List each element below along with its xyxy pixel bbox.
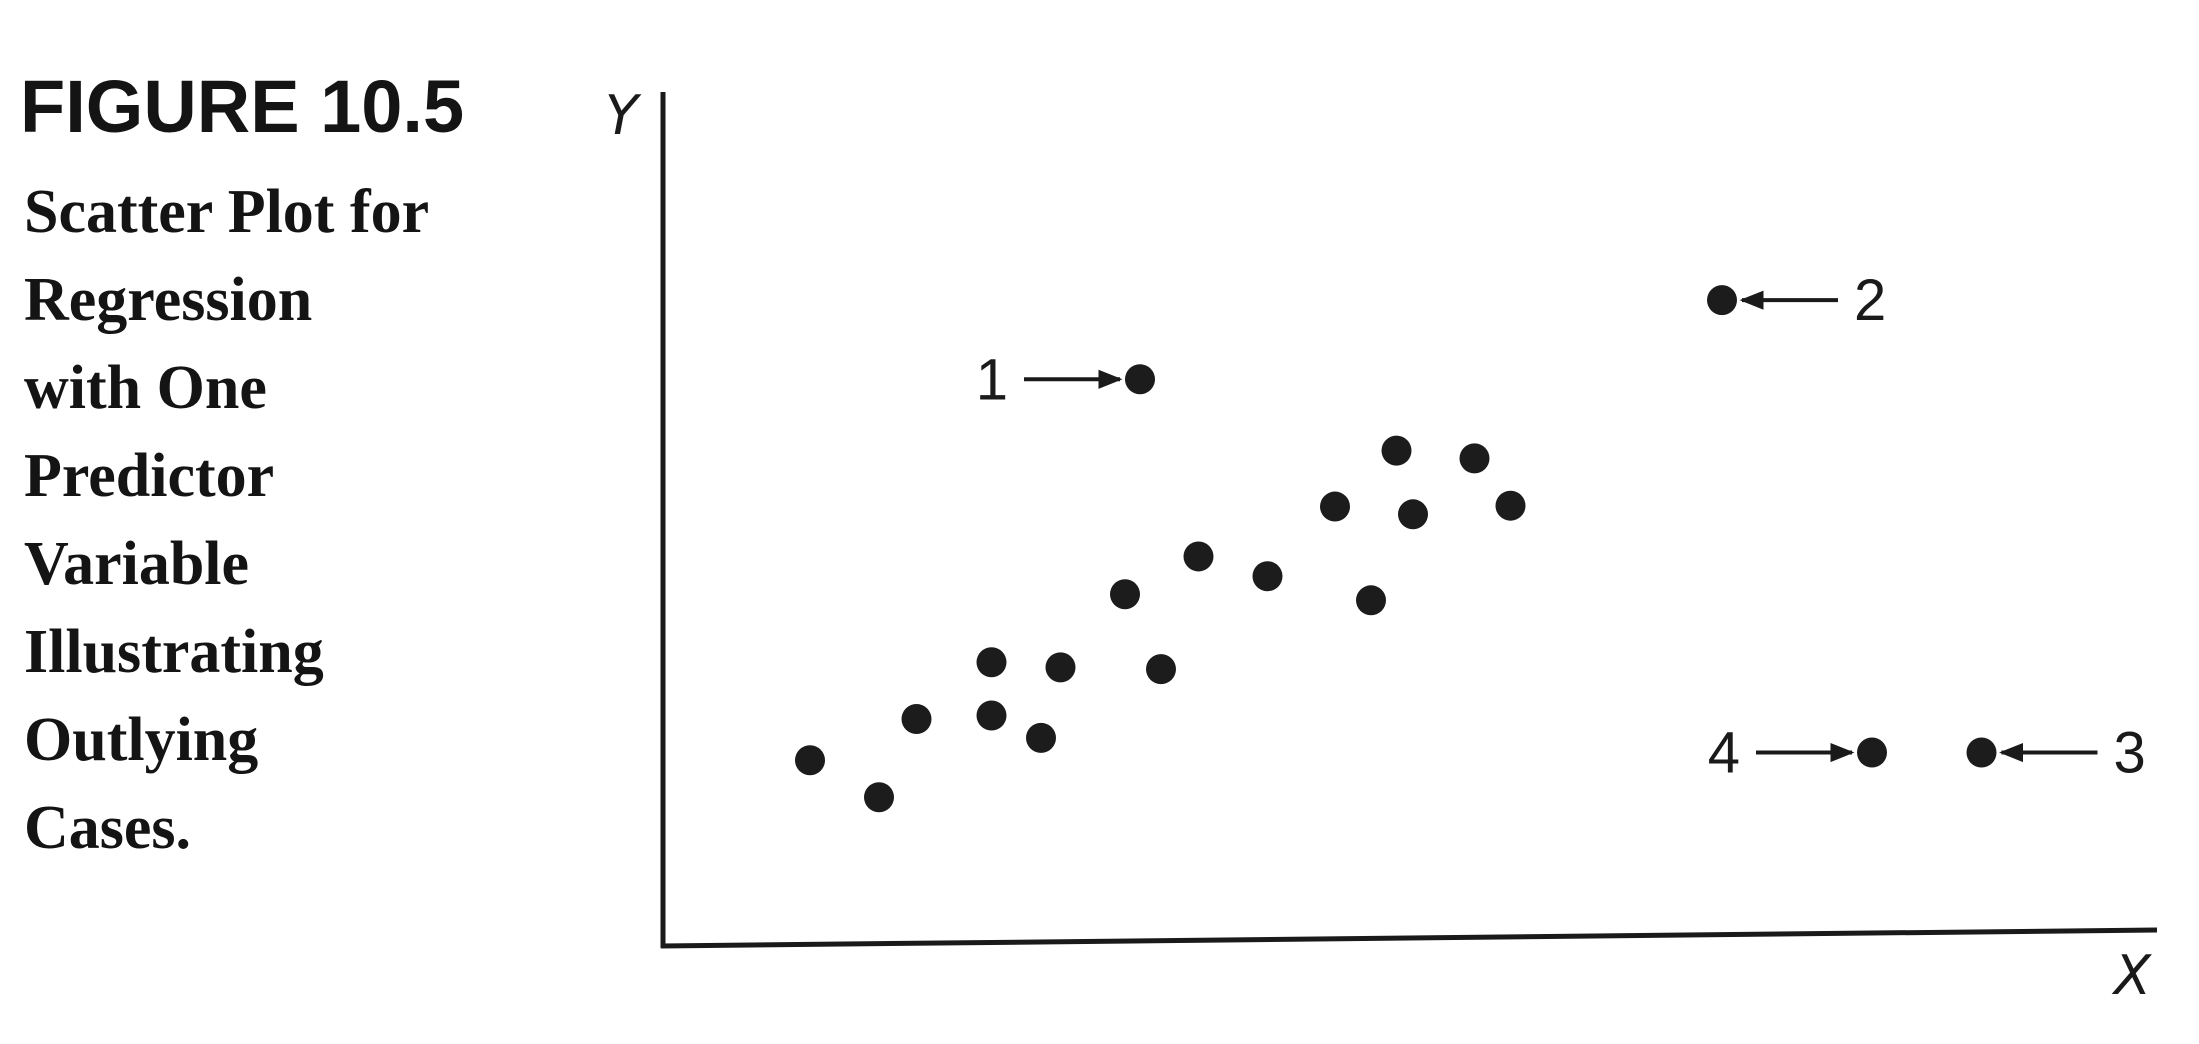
data-point (1381, 435, 1412, 466)
x-axis (660, 927, 2158, 949)
annotation-label: 1 (976, 347, 1008, 412)
data-point (1320, 491, 1350, 522)
data-point (1459, 443, 1490, 474)
caption-line: Cases. (24, 794, 192, 862)
data-point (976, 647, 1007, 678)
data-point (1356, 585, 1386, 616)
data-point (1398, 499, 1428, 530)
data-points (795, 285, 1997, 813)
caption-line: Predictor (24, 442, 275, 510)
figure-number: FIGURE 10.5 (20, 65, 465, 148)
case-annotation: 4 (1708, 721, 1855, 786)
data-point (1045, 652, 1076, 683)
data-point (864, 782, 894, 813)
data-point (1125, 364, 1155, 395)
data-point (1707, 285, 1737, 316)
caption-line: Regression (24, 266, 313, 334)
data-point (1146, 654, 1176, 685)
y-axis-label: Y (605, 84, 642, 147)
caption-line: with One (24, 354, 267, 422)
annotation-label: 4 (1708, 721, 1740, 786)
data-point (1966, 737, 1997, 768)
case-annotation: 3 (1999, 721, 2146, 786)
figure-caption: Scatter Plot for Regression with One Pre… (24, 168, 584, 872)
x-axis-label: X (2111, 944, 2152, 1007)
data-point (976, 700, 1007, 731)
data-point (1183, 541, 1214, 572)
data-point (1857, 737, 1887, 768)
caption-line: Scatter Plot for (24, 178, 430, 246)
data-point (1026, 722, 1056, 753)
data-point (1495, 490, 1526, 521)
data-point (795, 745, 825, 776)
caption-line: Outlying (24, 706, 259, 774)
data-point (1252, 561, 1283, 592)
case-annotation: 2 (1739, 268, 1886, 333)
case-annotations: 1 2 3 4 (976, 268, 2146, 785)
caption-line: Illustrating (24, 618, 324, 686)
data-point (1110, 579, 1140, 610)
data-point (901, 703, 932, 734)
annotation-label: 3 (2114, 721, 2146, 786)
case-annotation: 1 (976, 347, 1123, 412)
annotation-label: 2 (1854, 268, 1886, 333)
caption-line: Variable (24, 530, 250, 598)
